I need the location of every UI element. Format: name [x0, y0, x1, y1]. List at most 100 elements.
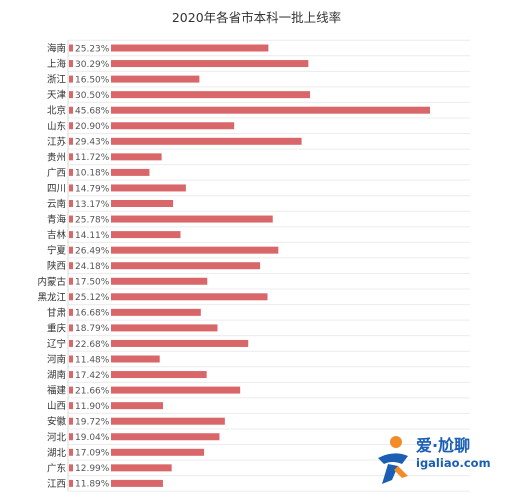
value-label: 25.78% [75, 215, 110, 225]
value-label: 14.79% [75, 184, 110, 194]
value-label: 26.49% [75, 246, 110, 256]
bar [69, 91, 311, 99]
bar [69, 308, 201, 316]
value-label-bg [73, 42, 111, 54]
value-label-bg [73, 181, 111, 194]
chart-title: 2020年各省市本科一批上线率 [171, 10, 342, 25]
value-label: 11.89% [75, 480, 110, 490]
category-label: 浙江 [47, 74, 67, 86]
value-label: 10.18% [75, 169, 110, 179]
category-label: 湖北 [47, 448, 67, 459]
value-label: 18.79% [75, 324, 110, 334]
value-label: 19.72% [75, 418, 110, 428]
bar [69, 137, 302, 145]
category-label: 福建 [47, 385, 67, 397]
watermark-url: igaliao.com [416, 456, 491, 470]
value-label-bg [73, 477, 111, 490]
bar [69, 339, 249, 347]
value-label-bg [73, 228, 111, 241]
category-label: 贵州 [47, 151, 66, 163]
category-label: 湖南 [47, 369, 66, 381]
value-label: 20.90% [75, 122, 110, 132]
bar [69, 106, 430, 114]
value-label: 21.66% [75, 386, 110, 396]
watermark-brand: 爱·尬聊 [416, 436, 471, 455]
category-label: 四川 [47, 183, 66, 194]
labels: 海南 25.23% 上海 30.29% 浙江 16.50% 天津 30.50% 北京 45.68%… [37, 43, 109, 490]
category-label: 重庆 [47, 322, 67, 334]
bar [69, 215, 273, 223]
category-label: 吉林 [47, 229, 67, 241]
value-label-bg [73, 430, 111, 443]
bar [69, 324, 218, 332]
category-label: 北京 [47, 105, 66, 117]
bar [69, 44, 269, 52]
value-label-bg [73, 415, 111, 428]
bar [69, 200, 174, 207]
category-label: 山东 [47, 120, 66, 132]
bar [69, 60, 309, 68]
value-label-bg [73, 399, 111, 412]
category-label: 安徽 [47, 416, 67, 428]
value-label-bg [73, 306, 111, 319]
watermark-logo: 爱·尬聊 igaliao.com [372, 432, 512, 494]
runner-logo-icon [378, 436, 408, 484]
bar [69, 153, 162, 161]
category-label: 江西 [47, 479, 66, 490]
value-label-bg [73, 57, 111, 70]
value-label: 16.50% [75, 75, 110, 85]
value-label: 29.43% [75, 138, 110, 148]
value-label-bg [73, 368, 111, 381]
bar [69, 75, 200, 83]
category-label: 宁夏 [47, 245, 67, 257]
value-label: 24.18% [75, 262, 110, 272]
bar [69, 464, 172, 472]
category-label: 广东 [47, 462, 66, 474]
category-label: 海南 [47, 43, 66, 55]
bar [69, 371, 207, 379]
bar [69, 293, 268, 301]
value-label-bg [73, 150, 111, 163]
category-label: 辽宁 [47, 338, 66, 350]
value-label: 17.42% [75, 371, 110, 381]
value-label-bg [73, 73, 111, 86]
bar [69, 433, 220, 441]
value-label: 11.90% [75, 402, 110, 412]
category-label: 黑龙江 [37, 291, 66, 303]
value-label-bg [73, 337, 111, 350]
value-label-bg [73, 197, 111, 210]
bar [69, 246, 279, 254]
bar [69, 386, 241, 394]
value-label: 45.68% [75, 107, 110, 117]
value-label-bg [73, 384, 111, 397]
bar [69, 122, 235, 130]
value-label-bg [73, 353, 111, 365]
category-label: 陕西 [47, 260, 66, 272]
value-label: 30.29% [75, 60, 110, 70]
value-label: 17.09% [75, 449, 110, 459]
value-label: 14.11% [75, 231, 110, 241]
bar [69, 479, 163, 487]
value-label-bg [73, 119, 111, 132]
value-label-bg [73, 88, 111, 101]
value-label-bg [73, 461, 111, 474]
bar [69, 277, 208, 285]
category-label: 山西 [47, 401, 66, 412]
bars [69, 42, 430, 490]
bar [69, 417, 225, 425]
value-label: 17.50% [75, 278, 110, 288]
category-label: 江苏 [47, 136, 67, 148]
category-label: 天津 [47, 90, 67, 101]
value-label-bg [73, 166, 111, 179]
bar [69, 262, 261, 270]
value-label-bg [73, 321, 111, 334]
value-label: 16.68% [75, 309, 110, 319]
value-label-bg [73, 290, 111, 303]
value-label-bg [73, 104, 111, 117]
value-label: 19.04% [75, 433, 110, 443]
value-label: 11.48% [75, 355, 110, 365]
bar [69, 402, 164, 410]
bar [69, 231, 181, 239]
value-label-bg [73, 135, 111, 148]
value-label: 22.68% [75, 340, 110, 350]
